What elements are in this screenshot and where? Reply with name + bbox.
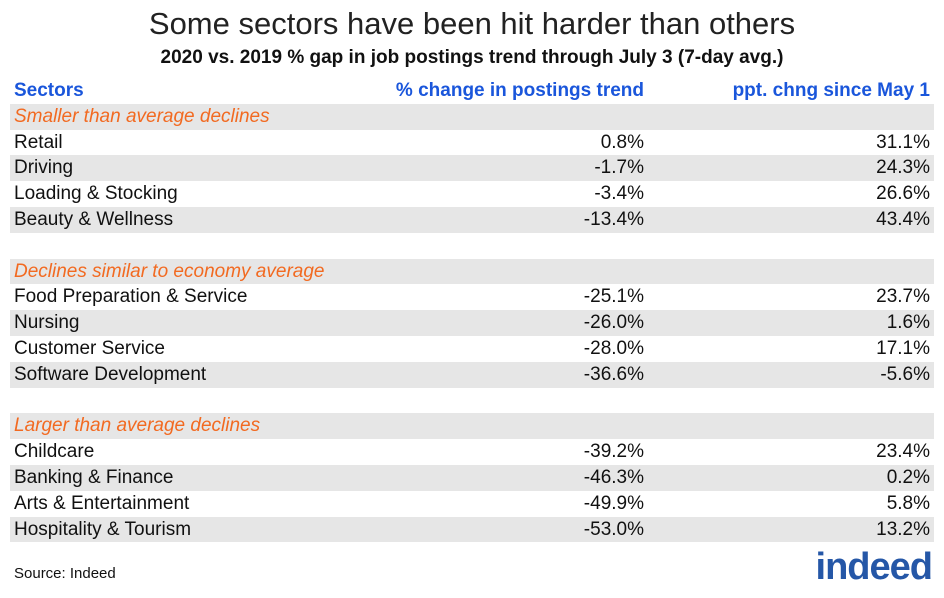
ppt-cell: 5.8% <box>886 492 930 514</box>
table-row: Hospitality & Tourism -53.0% 13.2% <box>10 516 934 543</box>
change-cell: -39.2% <box>583 441 644 463</box>
ppt-cell: 24.3% <box>876 157 930 179</box>
ppt-cell: 23.4% <box>876 441 930 463</box>
chart-subtitle: 2020 vs. 2019 % gap in job postings tren… <box>160 47 784 68</box>
sector-cell: Food Preparation & Service <box>14 286 248 308</box>
table-row: Driving -1.7% 24.3% <box>10 155 934 182</box>
group-label: Larger than average declines <box>14 415 261 437</box>
table-row: Banking & Finance -46.3% 0.2% <box>10 464 934 491</box>
table-row: Customer Service -28.0% 17.1% <box>10 336 934 362</box>
sector-cell: Childcare <box>14 441 95 463</box>
table-row: Nursing -26.0% 1.6% <box>10 310 934 336</box>
column-header-sectors: Sectors <box>14 80 84 101</box>
change-cell: -1.7% <box>594 157 644 179</box>
ppt-cell: 43.4% <box>876 208 930 230</box>
ppt-cell: 31.1% <box>876 131 930 153</box>
sector-cell: Retail <box>14 131 63 153</box>
group-label-row: Smaller than average declines <box>10 103 934 130</box>
sector-cell: Nursing <box>14 312 80 334</box>
change-cell: -28.0% <box>583 337 644 359</box>
change-cell: -25.1% <box>583 286 644 308</box>
change-cell: -53.0% <box>583 518 644 540</box>
sector-table: Sectors % change in postings trend ppt. … <box>10 78 934 543</box>
sector-cell: Customer Service <box>14 337 165 359</box>
indeed-logo-text: indeed <box>815 546 933 588</box>
group-label-row: Declines similar to economy average <box>10 258 934 285</box>
change-cell: -36.6% <box>583 363 644 385</box>
ppt-cell: 1.6% <box>886 312 930 334</box>
table-row: Loading & Stocking -3.4% 26.6% <box>10 181 934 207</box>
change-cell: -46.3% <box>583 466 644 488</box>
ppt-cell: -5.6% <box>880 363 930 385</box>
source-note: Source: Indeed <box>14 565 116 582</box>
table-header-row: Sectors % change in postings trend ppt. … <box>10 78 934 104</box>
sector-cell: Software Development <box>14 363 207 385</box>
group-spacer <box>10 388 934 414</box>
table-row: Arts & Entertainment -49.9% 5.8% <box>10 491 934 517</box>
group-label: Smaller than average declines <box>14 105 270 127</box>
change-cell: -26.0% <box>583 312 644 334</box>
sector-cell: Hospitality & Tourism <box>14 518 192 540</box>
table-row: Beauty & Wellness -13.4% 43.4% <box>10 206 934 233</box>
table-row: Software Development -36.6% -5.6% <box>10 361 934 388</box>
sector-cell: Loading & Stocking <box>14 183 178 205</box>
change-cell: -49.9% <box>583 492 644 514</box>
ppt-cell: 13.2% <box>876 518 930 540</box>
chart-title: Some sectors have been hit harder than o… <box>148 6 796 41</box>
sector-cell: Driving <box>14 157 74 179</box>
change-cell: -13.4% <box>583 208 644 230</box>
group-label-row: Larger than average declines <box>10 413 934 440</box>
table-row: Retail 0.8% 31.1% <box>10 130 934 156</box>
column-header-ppt: ppt. chng since May 1 <box>732 80 930 101</box>
ppt-cell: 23.7% <box>876 286 930 308</box>
change-cell: 0.8% <box>600 131 644 153</box>
sector-cell: Banking & Finance <box>14 466 174 488</box>
change-cell: -3.4% <box>594 183 644 205</box>
group-spacer <box>10 233 934 259</box>
group-label: Declines similar to economy average <box>14 260 325 282</box>
ppt-cell: 26.6% <box>876 183 930 205</box>
indeed-logo: indeed <box>815 546 933 589</box>
ppt-cell: 0.2% <box>886 466 930 488</box>
ppt-cell: 17.1% <box>876 337 930 359</box>
table-row: Childcare -39.2% 23.4% <box>10 439 934 465</box>
sector-cell: Beauty & Wellness <box>14 208 174 230</box>
sector-cell: Arts & Entertainment <box>14 492 190 514</box>
table-row: Food Preparation & Service -25.1% 23.7% <box>10 284 934 310</box>
column-header-change: % change in postings trend <box>395 80 644 101</box>
